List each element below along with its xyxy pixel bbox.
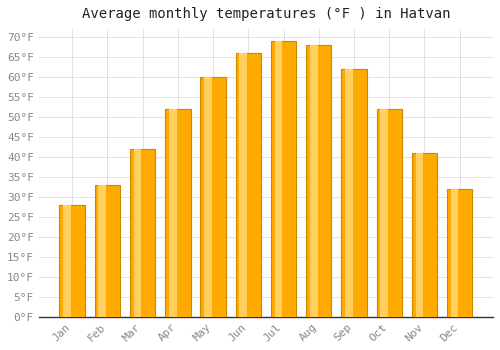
Title: Average monthly temperatures (°F ) in Hatvan: Average monthly temperatures (°F ) in Ha… [82,7,450,21]
Bar [451,189,458,317]
Bar [306,45,332,317]
Bar [271,41,296,317]
Bar [204,77,212,317]
Bar [64,205,71,317]
Bar [130,149,156,317]
Bar [345,69,352,317]
Bar [200,77,226,317]
Bar [98,185,106,317]
Bar [447,189,472,317]
Bar [412,153,437,317]
Bar [274,41,282,317]
Bar [240,53,247,317]
Bar [380,109,388,317]
Bar [165,109,190,317]
Bar [134,149,141,317]
Bar [310,45,318,317]
Bar [376,109,402,317]
Bar [416,153,423,317]
Bar [342,69,366,317]
Bar [236,53,261,317]
Bar [60,205,85,317]
Bar [169,109,176,317]
Bar [94,185,120,317]
